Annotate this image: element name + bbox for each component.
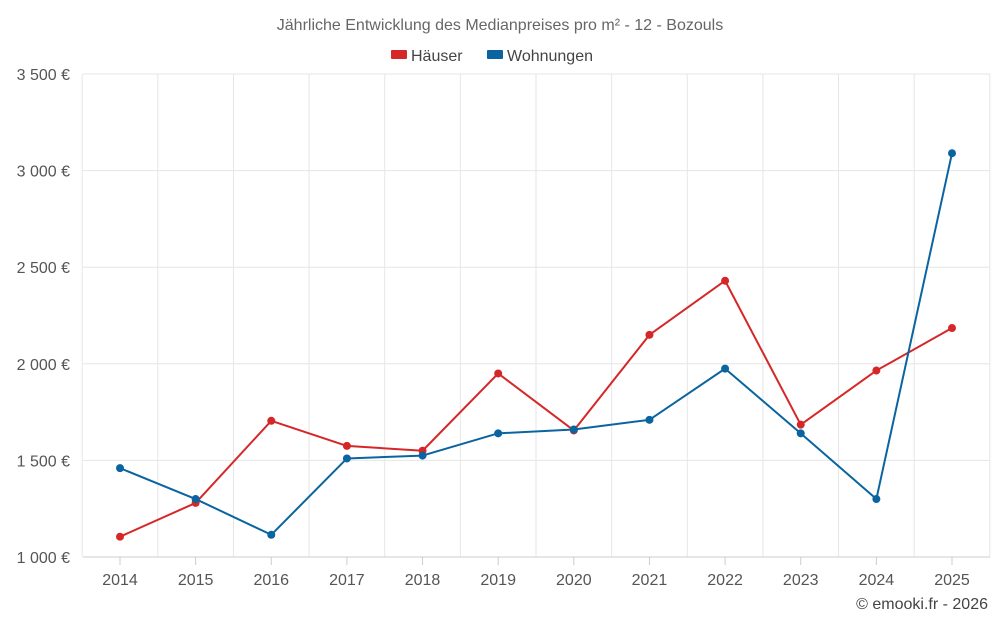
data-point[interactable] (342, 441, 351, 450)
series-wohnungen (116, 149, 956, 539)
y-axis: 1 000 € 1 500 € 2 000 € 2 500 € 3 000 € 3 500… (17, 67, 70, 567)
x-tick-label: 2015 (178, 572, 214, 589)
data-point[interactable] (645, 330, 654, 339)
data-point[interactable] (116, 532, 124, 541)
data-point[interactable] (721, 276, 730, 285)
data-point[interactable] (796, 429, 805, 438)
data-point[interactable] (267, 530, 276, 539)
data-point[interactable] (267, 416, 276, 425)
y-tick-label: 2 500 € (17, 260, 70, 277)
legend-item[interactable]: Wohnungen (487, 48, 593, 65)
x-tick-label: 2023 (783, 572, 819, 589)
data-point[interactable] (872, 495, 881, 504)
data-point[interactable] (494, 369, 503, 378)
legend: Häuser Wohnungen (391, 48, 593, 65)
grid (81, 73, 991, 558)
series-line (119, 279, 953, 538)
chart-title: Jährliche Entwicklung des Medianpreises … (277, 17, 723, 34)
credit-text: © emooki.fr - 2026 (856, 596, 988, 613)
data-point[interactable] (796, 420, 805, 429)
x-tick-label: 2019 (480, 572, 516, 589)
series-line (119, 152, 953, 536)
data-point[interactable] (569, 425, 578, 434)
x-tick-label: 2022 (707, 572, 743, 589)
y-tick-label: 1 500 € (17, 453, 70, 470)
data-point[interactable] (645, 415, 654, 424)
x-tick-label: 2018 (405, 572, 441, 589)
x-tick-label: 2021 (632, 572, 668, 589)
x-tick-label: 2017 (329, 572, 365, 589)
legend-swatch (487, 50, 503, 59)
data-point[interactable] (191, 495, 200, 504)
x-tick-label: 2024 (859, 572, 895, 589)
data-point[interactable] (948, 149, 956, 158)
legend-swatch (391, 50, 407, 59)
data-point[interactable] (342, 454, 351, 463)
x-tick-label: 2014 (102, 572, 138, 589)
data-point[interactable] (721, 364, 730, 373)
data-point[interactable] (948, 324, 956, 333)
y-tick-label: 1 000 € (17, 550, 70, 567)
y-tick-label: 3 000 € (17, 164, 70, 181)
y-tick-label: 2 000 € (17, 357, 70, 374)
legend-label: Häuser (411, 48, 463, 65)
series-layer (116, 149, 956, 541)
x-tick-label: 2025 (934, 572, 970, 589)
legend-label: Wohnungen (507, 48, 593, 65)
data-point[interactable] (494, 429, 503, 438)
x-tick-label: 2020 (556, 572, 592, 589)
y-tick-label: 3 500 € (17, 67, 70, 84)
x-axis: 2014 2015 2016 2017 2018 2019 2020 2021 2022 2023… (102, 557, 970, 589)
data-point[interactable] (872, 366, 881, 375)
x-tick-label: 2016 (253, 572, 289, 589)
data-point[interactable] (418, 451, 427, 460)
legend-item[interactable]: Häuser (391, 48, 463, 65)
data-point[interactable] (116, 464, 124, 473)
